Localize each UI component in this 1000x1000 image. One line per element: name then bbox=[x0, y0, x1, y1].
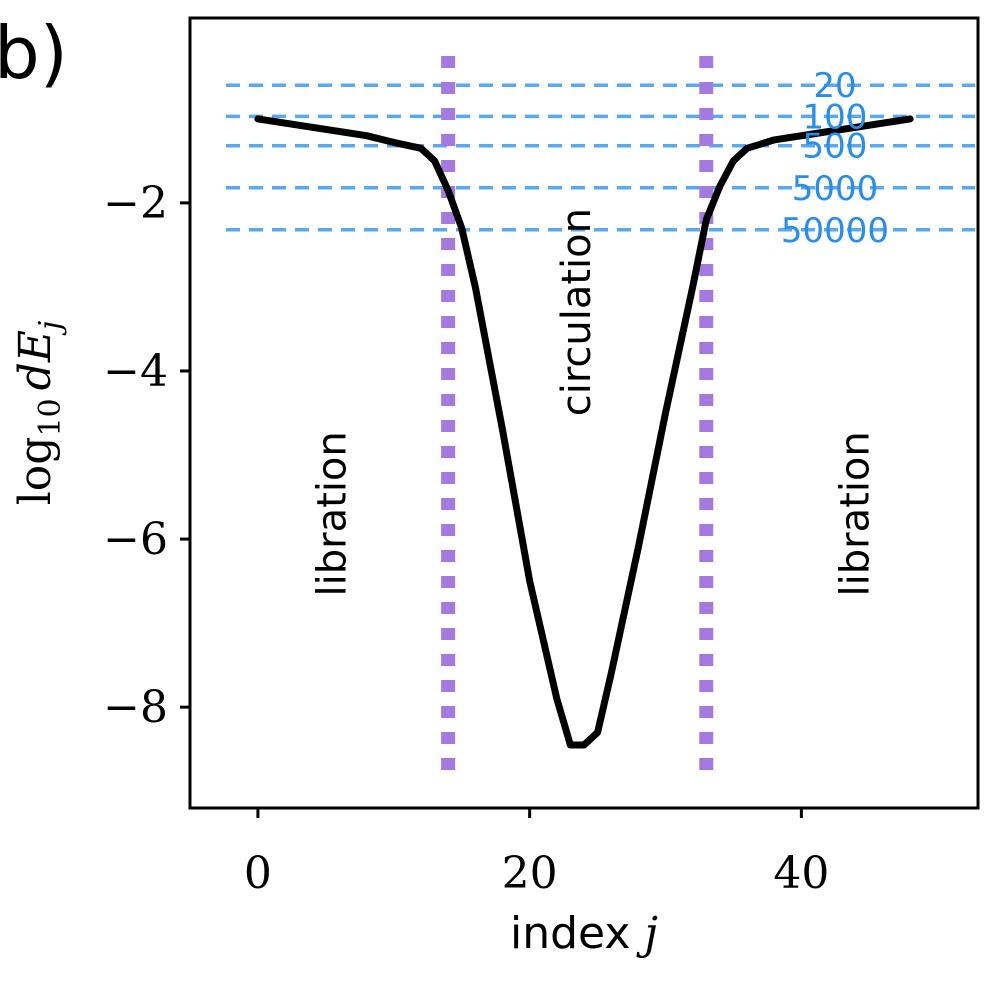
region-labels: libration circulation libration bbox=[310, 208, 879, 596]
y-tick-label--2: −2 bbox=[103, 178, 168, 229]
region-label-libration: libration bbox=[310, 431, 356, 596]
y-axis-label: log10dEj bbox=[10, 321, 68, 506]
x-tick-label-40: 40 bbox=[773, 848, 829, 899]
panel-label: b) bbox=[0, 11, 68, 95]
threshold-label-500: 500 bbox=[803, 127, 868, 167]
series-line-1 bbox=[254, 115, 914, 749]
threshold-label-20: 20 bbox=[813, 66, 856, 106]
y-axis-label-sub: 10 bbox=[33, 398, 68, 436]
regime-boundaries bbox=[441, 56, 714, 774]
threshold-lines bbox=[226, 83, 975, 232]
region-label-libration: libration bbox=[833, 431, 879, 596]
y-axis-label-var: dE bbox=[10, 330, 61, 390]
y-axis-ticks: −2 −4 −6 −8 bbox=[103, 178, 190, 733]
plot-frame bbox=[188, 16, 980, 810]
series-layer bbox=[254, 115, 914, 749]
threshold-label-5000: 5000 bbox=[792, 169, 879, 209]
y-tick-label--8: −8 bbox=[103, 682, 168, 733]
threshold-label-50000: 50000 bbox=[781, 211, 889, 251]
y-tick-label--4: −4 bbox=[103, 346, 168, 397]
region-label-circulation: circulation bbox=[554, 208, 600, 416]
threshold-label-100: 100 bbox=[803, 97, 868, 137]
y-tick-label--6: −6 bbox=[103, 514, 168, 565]
y-axis-label-log: log bbox=[10, 437, 61, 506]
x-axis-ticks: 0 20 40 bbox=[244, 808, 829, 899]
x-tick-label-0: 0 bbox=[244, 848, 272, 899]
x-axis-label: index j bbox=[510, 908, 658, 959]
x-tick-label-20: 20 bbox=[502, 848, 558, 899]
x-axis-label-text: index bbox=[510, 908, 644, 959]
